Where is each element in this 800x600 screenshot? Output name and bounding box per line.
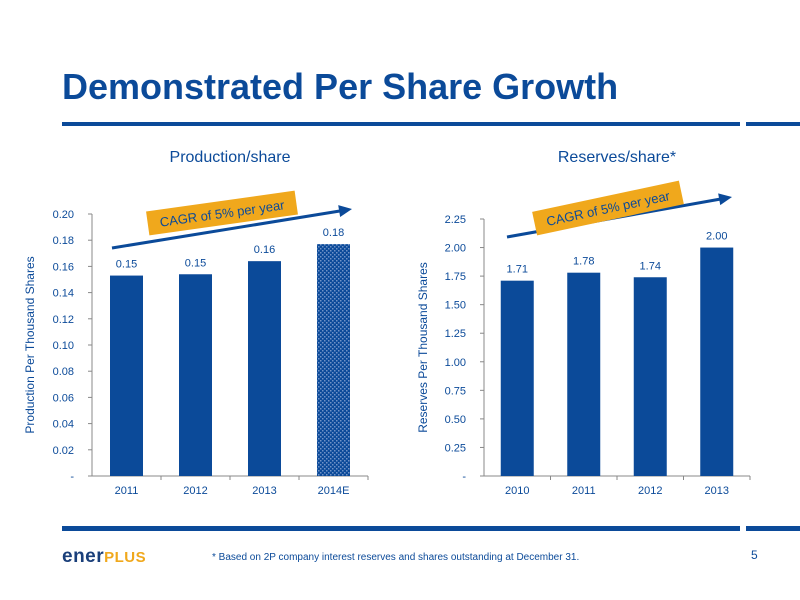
- chart2-y-tick-label: 2.00: [445, 243, 466, 255]
- chart2-growth-arrowhead: [718, 193, 732, 206]
- chart1-data-label: 0.15: [185, 257, 206, 269]
- chart1-y-tick-label: 0.02: [53, 445, 74, 457]
- chart2-x-tick-label: 2011: [572, 485, 596, 497]
- chart1-bar: [248, 261, 281, 476]
- chart1-x-tick-label: 2014E: [318, 485, 350, 497]
- title-rule: [62, 122, 740, 126]
- chart1-x-tick-label: 2012: [183, 485, 207, 497]
- chart2-data-label: 1.78: [573, 256, 594, 268]
- chart2-data-label: 1.71: [507, 264, 528, 276]
- footnote: * Based on 2P company interest reserves …: [212, 552, 580, 563]
- chart1-title: Production/share: [170, 149, 291, 166]
- chart2-y-tick-label: 0.75: [445, 385, 466, 397]
- footer-rule-accent: [746, 526, 800, 531]
- chart2-data-label: 1.74: [640, 260, 661, 272]
- chart2-y-tick-label: 1.50: [445, 300, 466, 312]
- footer-rule: [62, 526, 740, 531]
- chart2-y-tick-label: 2.25: [445, 214, 466, 226]
- chart1-data-label: 0.16: [254, 244, 275, 256]
- chart1-x-tick-label: 2011: [115, 485, 139, 497]
- chart1-bar: [110, 275, 143, 476]
- chart1-growth-arrowhead: [338, 205, 352, 218]
- chart1-data-label: 0.18: [323, 227, 344, 239]
- page-number: 5: [751, 548, 758, 562]
- chart2-bar: [633, 277, 667, 476]
- chart2-data-label: 2.00: [706, 231, 727, 243]
- title-rule-accent: [746, 122, 800, 126]
- chart2-x-tick-label: 2012: [638, 485, 662, 497]
- chart1-bar: [317, 244, 350, 476]
- chart2-title: Reserves/share*: [558, 149, 676, 166]
- chart1-y-tick-label: 0.20: [53, 209, 74, 221]
- chart1-data-label: 0.15: [116, 259, 137, 271]
- chart2-x-tick-label: 2013: [705, 485, 729, 497]
- chart2-y-tick-label: 0.25: [445, 442, 466, 454]
- chart1-y-tick-label: -: [70, 471, 74, 483]
- chart2-y-tick-label: 1.25: [445, 328, 466, 340]
- chart1-y-tick-label: 0.12: [53, 314, 74, 326]
- chart1-y-tick-label: 0.18: [53, 235, 74, 247]
- chart1-y-axis-label: Production Per Thousand Shares: [23, 256, 37, 433]
- chart2-bar: [500, 280, 534, 476]
- chart2-y-tick-label: 0.50: [445, 414, 466, 426]
- chart2-y-axis-label: Reserves Per Thousand Shares: [416, 262, 430, 433]
- chart1-y-tick-label: 0.14: [53, 288, 74, 300]
- chart2-y-tick-label: 1.75: [445, 271, 466, 283]
- chart1-bar: [179, 274, 212, 476]
- enerplus-logo: enerPLUS: [62, 546, 147, 567]
- chart1-y-tick-label: 0.08: [53, 366, 74, 378]
- chart1-y-tick-label: 0.06: [53, 392, 74, 404]
- chart1-x-tick-label: 2013: [252, 485, 276, 497]
- chart1-y-tick-label: 0.04: [53, 419, 74, 431]
- chart1-y-tick-label: 0.10: [53, 340, 74, 352]
- slide-title: Demonstrated Per Share Growth: [62, 66, 619, 107]
- chart1-y-tick-label: 0.16: [53, 261, 74, 273]
- chart1-cagr-banner: [146, 190, 298, 236]
- chart2-x-tick-label: 2010: [505, 485, 529, 497]
- chart2-cagr-banner: [532, 180, 684, 236]
- chart2-bar: [700, 247, 734, 476]
- chart2-y-tick-label: -: [462, 471, 466, 483]
- chart2-bar: [567, 272, 601, 476]
- chart2-y-tick-label: 1.00: [445, 357, 466, 369]
- chart1-growth-arrow: [111, 209, 343, 250]
